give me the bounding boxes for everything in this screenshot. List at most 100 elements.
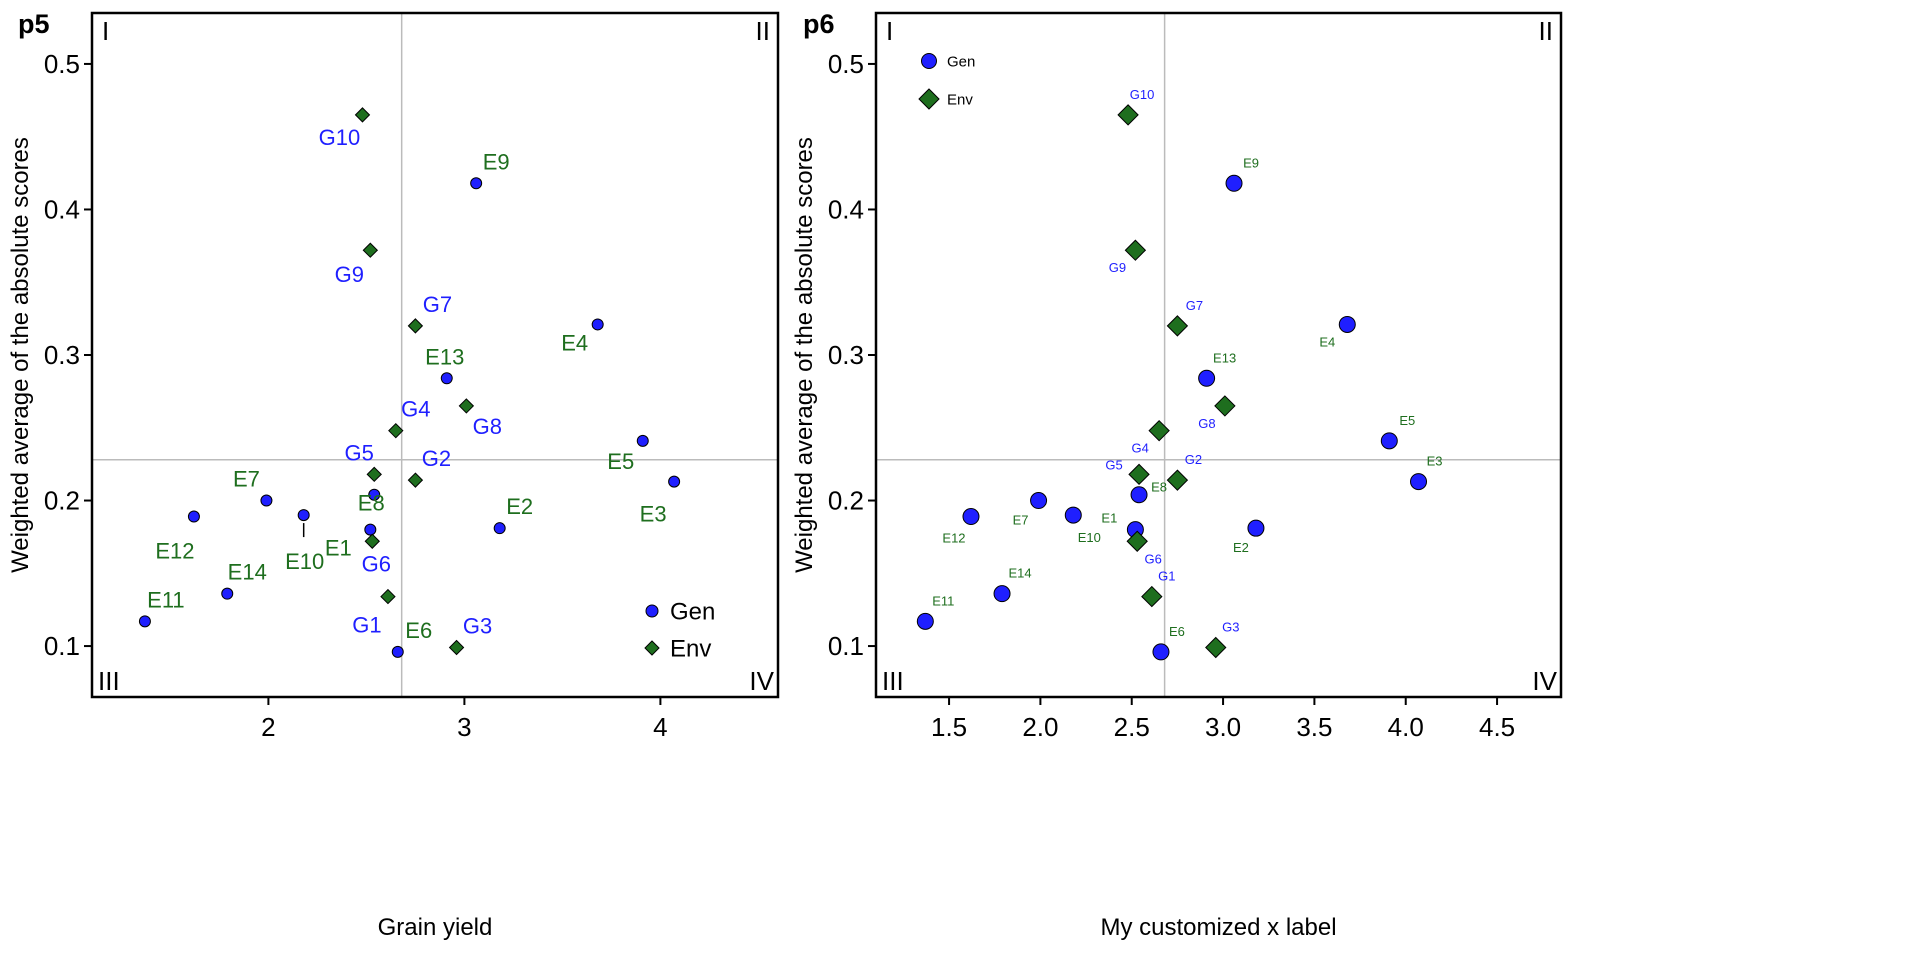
legend-label-gen: Gen xyxy=(670,599,715,626)
data-point-G10 xyxy=(1117,104,1139,126)
y-tick-label: 0.5 xyxy=(828,49,864,79)
data-label-G6: G6 xyxy=(1145,551,1162,566)
data-point-G2 xyxy=(1166,469,1189,491)
y-tick-label: 0.3 xyxy=(44,340,80,370)
data-point-E3 xyxy=(668,475,681,488)
data-point-G4 xyxy=(1148,419,1170,442)
y-tick-label: 0.1 xyxy=(44,631,80,661)
x-tick-label: 2 xyxy=(261,712,275,742)
data-label-G6: G6 xyxy=(362,551,391,576)
legend-label-gen: Gen xyxy=(947,53,975,70)
data-label-E1: E1 xyxy=(1101,511,1117,526)
data-label-E12: E12 xyxy=(155,539,194,564)
data-label-G9: G9 xyxy=(1109,260,1126,275)
data-label-G2: G2 xyxy=(422,446,451,471)
data-label-G9: G9 xyxy=(335,262,364,287)
y-tick-label: 0.4 xyxy=(44,194,80,224)
data-label-E7: E7 xyxy=(1013,513,1029,528)
quadrant-label-III: III xyxy=(98,666,120,696)
data-point-E13 xyxy=(1198,369,1216,387)
data-label-E12: E12 xyxy=(942,531,965,546)
data-point-G9 xyxy=(362,242,379,258)
data-point-E14 xyxy=(993,585,1011,603)
legend-marker-gen xyxy=(921,53,937,69)
x-tick-label: 4.5 xyxy=(1479,712,1515,742)
data-label-G7: G7 xyxy=(423,292,452,317)
data-point-E5 xyxy=(1380,432,1398,450)
data-point-G3 xyxy=(1205,636,1227,659)
data-label-G8: G8 xyxy=(1198,416,1215,431)
y-axis-label: Weighted average of the absolute scores xyxy=(7,137,34,573)
data-label-E6: E6 xyxy=(1169,624,1185,639)
data-label-G1: G1 xyxy=(1158,569,1175,584)
data-point-E7 xyxy=(260,494,273,507)
data-point-E3 xyxy=(1410,473,1428,491)
data-point-E9 xyxy=(470,177,483,190)
data-point-G1 xyxy=(380,588,396,605)
data-label-G3: G3 xyxy=(1222,620,1239,635)
quadrant-label-IV: IV xyxy=(1532,666,1557,696)
data-point-E9 xyxy=(1225,174,1243,192)
data-point-G9 xyxy=(1124,239,1147,261)
x-tick-label: 4 xyxy=(653,712,667,742)
data-label-E13: E13 xyxy=(1213,350,1236,365)
data-label-G4: G4 xyxy=(1131,441,1148,456)
data-point-G5 xyxy=(366,466,382,483)
data-label-E10: E10 xyxy=(285,549,324,574)
data-point-G8 xyxy=(1214,395,1236,417)
data-label-G5: G5 xyxy=(345,440,374,465)
y-tick-label: 0.5 xyxy=(44,49,80,79)
data-label-G2: G2 xyxy=(1185,452,1202,467)
data-point-E7 xyxy=(1030,492,1048,510)
data-label-G4: G4 xyxy=(401,397,430,422)
data-point-E4 xyxy=(591,318,604,331)
data-point-E12 xyxy=(187,510,200,523)
quadrant-label-I: I xyxy=(102,16,109,46)
data-point-G4 xyxy=(388,422,404,439)
data-point-E10 xyxy=(1064,506,1082,524)
data-label-E6: E6 xyxy=(405,618,432,643)
data-point-G5 xyxy=(1128,463,1150,486)
data-point-E6 xyxy=(391,645,404,658)
x-tick-label: 4.0 xyxy=(1388,712,1424,742)
data-label-E8: E8 xyxy=(358,491,385,516)
quadrant-label-IV: IV xyxy=(749,666,774,696)
panel-title: p6 xyxy=(803,9,835,39)
data-label-E1: E1 xyxy=(325,536,352,561)
legend-label-env: Env xyxy=(947,91,973,108)
data-point-G1 xyxy=(1141,585,1163,608)
data-label-E4: E4 xyxy=(1319,334,1335,349)
data-label-E2: E2 xyxy=(1233,540,1249,555)
data-point-G7 xyxy=(1166,315,1189,337)
data-label-E4: E4 xyxy=(561,330,588,355)
legend-marker-env xyxy=(644,640,660,656)
data-point-E12 xyxy=(962,508,980,526)
y-tick-label: 0.2 xyxy=(44,486,80,516)
data-point-E8 xyxy=(1130,486,1148,504)
quadrant-label-II: II xyxy=(1539,16,1553,46)
data-point-G8 xyxy=(458,398,475,414)
x-tick-label: 3.0 xyxy=(1205,712,1241,742)
data-point-E2 xyxy=(1247,519,1265,537)
data-point-E5 xyxy=(636,434,649,447)
data-label-G8: G8 xyxy=(473,414,502,439)
legend-marker-gen xyxy=(645,604,659,618)
data-point-G6 xyxy=(364,533,380,549)
data-label-E2: E2 xyxy=(506,494,533,519)
data-label-G1: G1 xyxy=(352,613,381,638)
data-point-G7 xyxy=(407,318,424,334)
x-axis-label: My customized x label xyxy=(1100,914,1336,941)
data-label-E5: E5 xyxy=(1399,413,1415,428)
x-tick-label: 2.0 xyxy=(1022,712,1058,742)
x-tick-label: 1.5 xyxy=(931,712,967,742)
data-point-E14 xyxy=(221,587,234,600)
data-label-E8: E8 xyxy=(1151,480,1167,495)
data-label-G10: G10 xyxy=(319,125,361,150)
data-point-E11 xyxy=(138,615,151,628)
panel-title: p5 xyxy=(18,9,50,39)
data-point-G2 xyxy=(407,472,424,488)
data-label-E11: E11 xyxy=(147,587,185,612)
